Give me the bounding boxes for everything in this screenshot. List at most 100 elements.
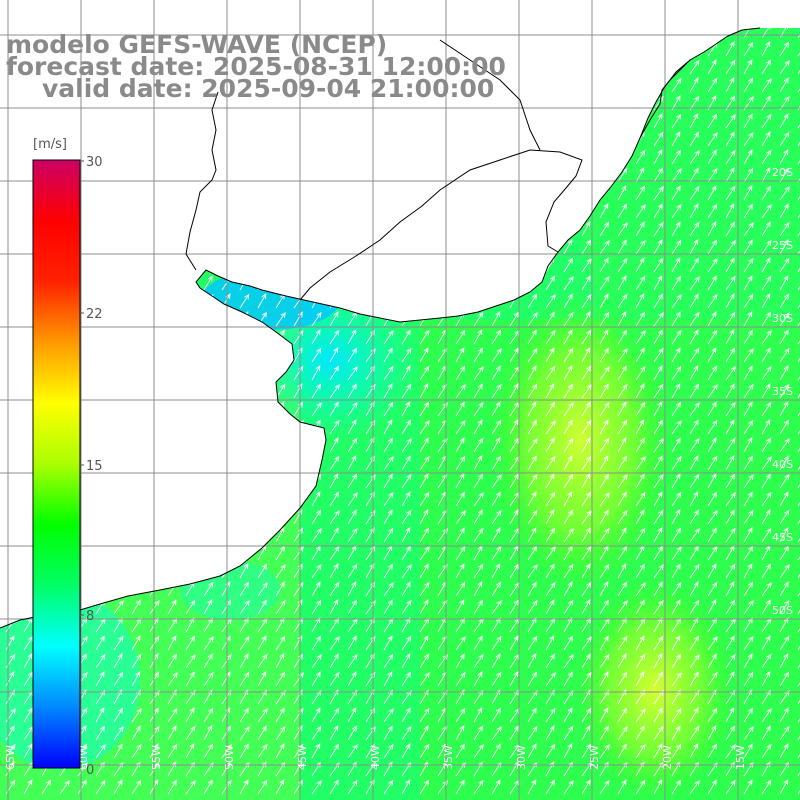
wind-arrow <box>797 275 800 291</box>
wind-arrow <box>5 456 16 471</box>
wind-arrow <box>23 419 34 435</box>
wind-arrow <box>257 275 268 291</box>
wind-arrow <box>527 347 538 363</box>
wind-arrow <box>599 725 610 741</box>
wind-arrow <box>617 365 627 381</box>
colorbar-scale <box>32 159 81 769</box>
wind-arrow <box>23 149 33 165</box>
wind-arrow <box>257 437 268 453</box>
latitude-label: 20S <box>772 166 793 179</box>
wind-arrow <box>725 41 735 57</box>
wind-arrow <box>239 563 249 579</box>
wind-arrow <box>581 725 591 741</box>
wind-arrow <box>5 383 15 399</box>
wind-arrow <box>653 509 664 525</box>
wind-arrow <box>203 132 214 147</box>
wind-arrow <box>707 132 718 147</box>
wind-arrow <box>41 113 52 129</box>
colorbar-tick-30: 30 <box>86 155 103 170</box>
wind-arrow <box>113 419 124 435</box>
wind-arrow <box>617 275 627 291</box>
wind-arrow <box>743 239 753 255</box>
wind-arrow <box>797 131 800 147</box>
wind-arrow <box>563 437 574 453</box>
wind-arrow <box>581 28 591 39</box>
wind-arrow <box>347 599 358 615</box>
wind-arrow <box>113 455 124 471</box>
wind-arrow <box>257 671 267 687</box>
wind-arrow <box>347 455 357 471</box>
wind-arrow <box>275 581 285 597</box>
wind-arrow <box>725 114 736 129</box>
wind-arrow <box>743 509 754 525</box>
wind-arrow <box>653 293 664 309</box>
wind-arrow <box>239 635 250 651</box>
wind-arrow <box>581 473 591 489</box>
wind-arrow <box>473 203 483 219</box>
wind-arrow <box>95 473 106 489</box>
wind-arrow <box>95 131 105 147</box>
wind-arrow <box>545 491 556 507</box>
wind-arrow <box>473 419 483 435</box>
wind-arrow <box>473 455 483 471</box>
wind-arrow <box>329 779 339 795</box>
wind-arrow <box>563 455 573 471</box>
wind-arrow <box>599 41 609 57</box>
wind-arrow <box>797 401 800 417</box>
wind-arrow <box>509 383 519 399</box>
wind-arrow <box>257 365 268 381</box>
wind-arrow <box>23 743 33 759</box>
wind-arrow <box>401 599 412 615</box>
wind-arrow <box>689 437 700 453</box>
wind-arrow <box>797 761 800 777</box>
wind-arrow <box>419 275 430 291</box>
border-line-uruguay <box>299 149 583 301</box>
wind-arrow <box>221 185 232 201</box>
colorbar-tick-15: 15 <box>86 459 103 474</box>
wind-arrow <box>257 167 267 183</box>
wind-arrow <box>383 653 394 669</box>
wind-arrow <box>725 77 735 93</box>
wind-arrow <box>167 131 177 147</box>
wind-arrow <box>545 546 556 561</box>
wind-arrow <box>617 222 628 237</box>
latitude-label: 35S <box>772 385 793 398</box>
wind-arrow <box>257 599 267 615</box>
wind-arrow <box>203 563 213 579</box>
wind-arrow <box>167 707 178 723</box>
wind-arrow <box>653 275 663 291</box>
wind-arrow <box>203 617 214 633</box>
wind-arrow <box>671 203 682 219</box>
wind-arrow <box>257 491 268 507</box>
wind-arrow <box>527 725 538 741</box>
wind-arrow <box>131 167 141 183</box>
wind-arrow <box>23 257 34 273</box>
wind-arrow <box>779 653 789 669</box>
wind-arrow <box>617 41 628 57</box>
wind-arrow <box>491 401 501 417</box>
wind-arrow <box>671 473 681 489</box>
wind-arrow <box>311 437 322 453</box>
wind-arrow <box>347 329 357 345</box>
wind-arrow <box>438 6 447 20</box>
wind-arrow <box>401 293 412 309</box>
wind-arrow <box>473 779 484 795</box>
wind-arrow <box>275 653 285 669</box>
wind-arrow <box>113 365 123 381</box>
wind-arrow <box>779 167 790 183</box>
wind-arrow <box>707 473 717 489</box>
wind-arrow <box>671 311 681 327</box>
wind-arrow <box>455 563 465 579</box>
wind-arrow <box>797 509 800 525</box>
wind-arrow <box>689 581 699 597</box>
wind-arrow <box>527 707 537 723</box>
title-model: modelo GEFS-WAVE (NCEP) <box>6 30 388 59</box>
wind-arrow <box>455 743 466 759</box>
title-forecast-date: forecast date: 2025-08-31 12:00:00 <box>6 52 506 81</box>
wind-arrow <box>761 59 772 75</box>
wind-arrow <box>455 258 466 273</box>
wind-arrow <box>689 365 699 381</box>
wind-arrow <box>455 419 466 435</box>
wind-arrow <box>473 293 483 309</box>
wind-arrow <box>383 635 393 651</box>
